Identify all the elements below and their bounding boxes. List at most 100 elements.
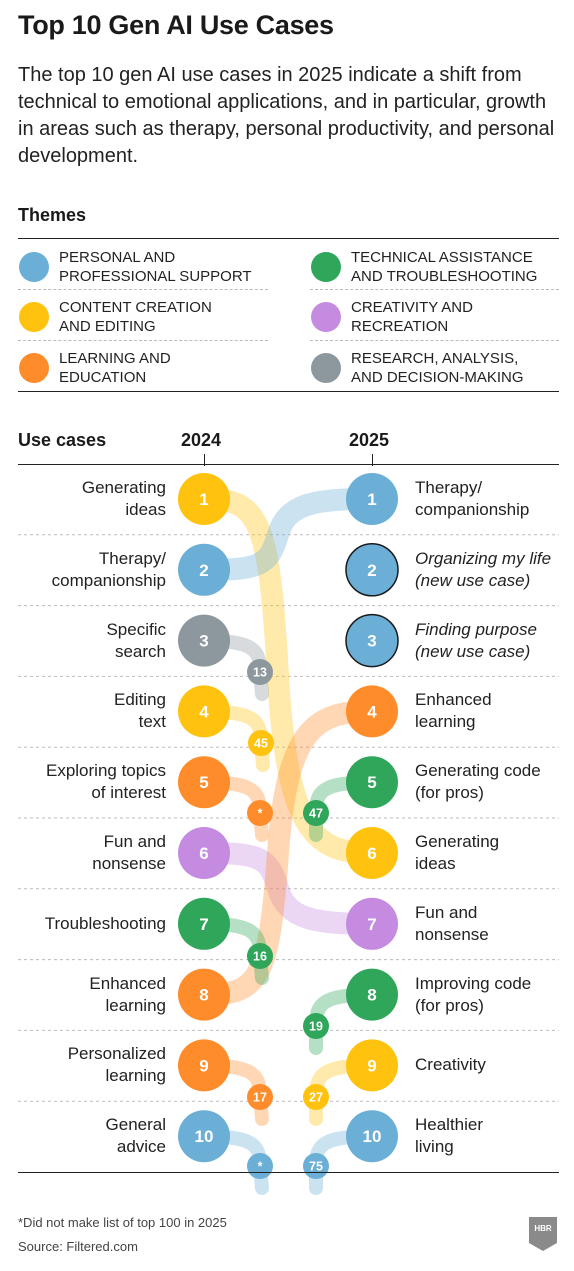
rank-number: 1 [199, 490, 208, 509]
theme-label: TECHNICAL ASSISTANCE AND TROUBLESHOOTING [351, 249, 538, 285]
rank-2025-badge: 17 [247, 1084, 273, 1110]
flow-lines [193, 488, 383, 1195]
right-rank-5: 5 [346, 756, 398, 809]
theme-dot [311, 302, 341, 332]
rank-number: 3 [367, 632, 376, 651]
right-use-case-label: Therapy/ companionship [415, 478, 530, 519]
right-rank-1: 1 [346, 473, 398, 525]
rank-number: 47 [309, 807, 323, 821]
rank-2025-badge: * [247, 1153, 273, 1179]
rank-number: 7 [199, 915, 208, 934]
rank-2024-badge: 47 [303, 800, 329, 826]
rank-number: 4 [367, 702, 377, 721]
right-rank-4: 4 [346, 685, 398, 738]
flow-line [193, 488, 383, 581]
theme-dot [311, 252, 341, 282]
right-use-case-label: Healthier living [415, 1115, 484, 1157]
right-rank-7: 7 [346, 897, 398, 950]
rank-number: 3 [199, 632, 208, 651]
rank-number: 75 [309, 1160, 323, 1174]
rank-2024-badge: 19 [303, 1013, 329, 1039]
left-use-case-label: Fun and nonsense [92, 832, 166, 873]
theme-learning: LEARNING AND EDUCATION [19, 349, 171, 387]
themes-divider [18, 340, 268, 341]
rank-number: 16 [253, 950, 267, 964]
theme-creativity: CREATIVITY AND RECREATION [311, 298, 473, 336]
left-rank-6: 6 [178, 827, 230, 879]
footnote: *Did not make list of top 100 in 2025 [18, 1215, 227, 1230]
rank-number: 7 [367, 915, 376, 934]
right-rank-10: 10 [346, 1110, 398, 1163]
rank-number: 1 [367, 490, 376, 509]
year-2025-heading: 2025 [349, 430, 390, 450]
theme-label: CONTENT CREATION AND EDITING [59, 299, 212, 335]
right-rank-3: 3 [345, 613, 399, 668]
svg-text:HBR: HBR [534, 1224, 552, 1233]
rank-number: 10 [363, 1127, 382, 1146]
rank-number: 4 [199, 702, 209, 721]
left-use-case-label: Specific search [106, 619, 166, 661]
rank-number: 5 [367, 773, 376, 792]
rank-2025-badge: 16 [247, 943, 273, 969]
left-use-case-label: Enhanced learning [89, 973, 166, 1015]
theme-label: RESEARCH, ANALYSIS, AND DECISION-MAKING [351, 350, 524, 386]
left-use-case-label: Therapy/ companionship [51, 548, 166, 590]
rank-number: 8 [367, 986, 376, 1005]
right-use-case-label: Generating ideas [415, 832, 500, 873]
left-use-case-label: Generating ideas [81, 478, 166, 519]
table-bottom-rule [18, 1172, 559, 1173]
table-top-rule [18, 464, 559, 465]
year-2025-tick [372, 454, 373, 466]
left-use-case-label: Personalized learning [67, 1044, 166, 1086]
rank-number: 2 [199, 561, 208, 580]
left-rank-1: 1 [178, 473, 230, 525]
rank-number: 19 [309, 1020, 323, 1034]
left-use-case-label: General advice [105, 1115, 166, 1157]
rank-2024-badge: 27 [303, 1084, 329, 1110]
left-rank-9: 9 [178, 1039, 230, 1092]
rank-2024-badge: 75 [303, 1153, 329, 1179]
right-use-case-label: Improving code (for pros) [415, 973, 532, 1015]
themes-divider [18, 289, 268, 290]
rank-number: 6 [199, 844, 208, 863]
rank-number: 6 [367, 844, 376, 863]
rank-number: 45 [254, 737, 268, 751]
right-use-case-label: Finding purpose (new use case) [415, 619, 537, 661]
right-use-case-label: Organizing my life (new use case) [415, 548, 552, 590]
use-cases-heading: Use cases [18, 430, 107, 450]
left-use-case-label: Exploring topics of interest [45, 761, 166, 803]
theme-label: PERSONAL AND PROFESSIONAL SUPPORT [59, 249, 252, 285]
left-rank-8: 8 [178, 968, 230, 1021]
left-use-case-label: Editing text [114, 690, 166, 732]
theme-dot [311, 353, 341, 383]
page-title: Top 10 Gen AI Use Cases [18, 10, 334, 40]
year-2024-heading: 2024 [181, 430, 222, 450]
theme-dot [19, 302, 49, 332]
rank-number: * [258, 1160, 263, 1174]
right-rank-2: 2 [345, 543, 399, 597]
theme-dot [19, 353, 49, 383]
rank-number: 9 [199, 1056, 208, 1075]
theme-label: CREATIVITY AND RECREATION [351, 299, 473, 335]
right-use-case-label: Enhanced learning [415, 690, 492, 732]
themes-divider [310, 340, 559, 341]
rank-number: 8 [199, 986, 208, 1005]
right-rank-6: 6 [346, 827, 398, 879]
left-rank-4: 4 [178, 685, 230, 738]
theme-dot [19, 252, 49, 282]
right-use-case-label: Fun and nonsense [415, 902, 489, 944]
left-rank-2: 2 [178, 543, 230, 596]
flow-line [193, 488, 383, 864]
year-2024-tick [204, 454, 205, 466]
theme-research: RESEARCH, ANALYSIS, AND DECISION-MAKING [311, 349, 524, 387]
rank-number: 5 [199, 773, 208, 792]
left-rank-5: 5 [178, 756, 230, 809]
right-use-case-label: Generating code (for pros) [415, 761, 541, 803]
theme-support: PERSONAL AND PROFESSIONAL SUPPORT [19, 248, 252, 286]
hbr-logo: HBR [529, 1217, 557, 1251]
theme-label: LEARNING AND EDUCATION [59, 350, 171, 386]
right-rank-9: 9 [346, 1039, 398, 1092]
left-use-case-label: Troubleshooting [44, 913, 166, 933]
page-subtitle: The top 10 gen AI use cases in 2025 indi… [18, 64, 555, 167]
